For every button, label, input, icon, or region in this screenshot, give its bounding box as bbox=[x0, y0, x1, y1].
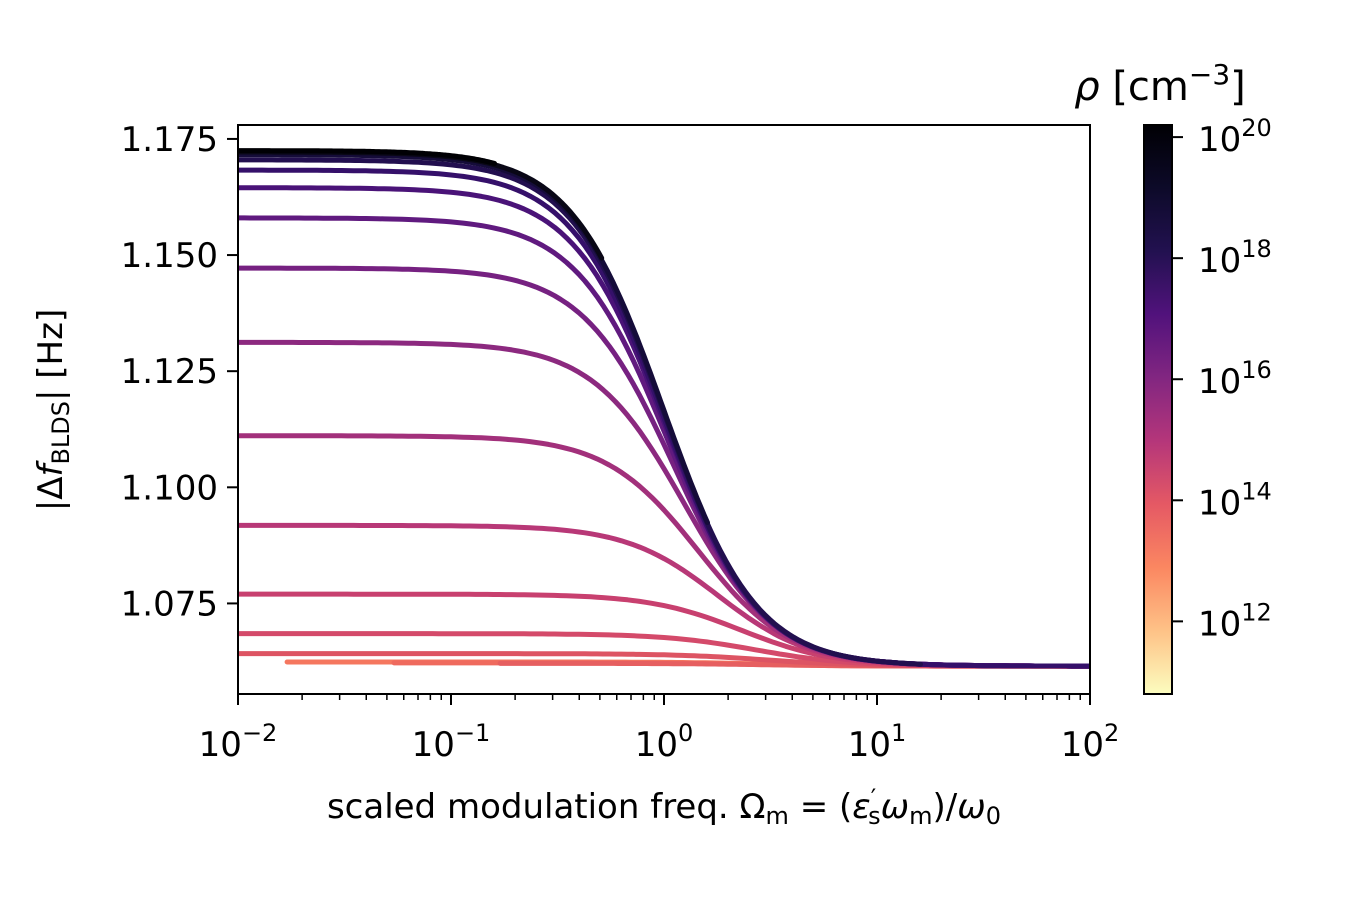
x-tick-label: 10−1 bbox=[412, 719, 491, 765]
y-tick-label: 1.150 bbox=[121, 236, 218, 276]
colorbar-tick-label: 1014 bbox=[1198, 477, 1272, 523]
y-tick-label: 1.175 bbox=[121, 120, 218, 160]
series-line bbox=[238, 157, 923, 667]
x-axis: 10−2 10−1 100 101 102 bbox=[199, 694, 1120, 765]
colorbar-label: ρ [cm−3] bbox=[1074, 58, 1246, 110]
x-axis-label: scaled modulation freq. Ωm = (ε′ sωm)/ω0 bbox=[327, 784, 1001, 830]
y-tick-label: 1.075 bbox=[121, 584, 218, 624]
x-tick-label: 100 bbox=[635, 719, 694, 765]
colorbar bbox=[1143, 124, 1173, 695]
series-line bbox=[238, 148, 497, 166]
y-axis: 1.075 1.100 1.125 1.150 1.175 bbox=[121, 120, 238, 624]
y-tick-label: 1.100 bbox=[121, 468, 218, 508]
series-line bbox=[238, 339, 1090, 669]
y-tick-label: 1.125 bbox=[121, 352, 218, 392]
x-tick-label: 10−2 bbox=[199, 719, 278, 765]
x-tick-label: 101 bbox=[848, 719, 907, 765]
x-tick-label: 102 bbox=[1061, 719, 1120, 765]
colorbar-axis: 1012 1014 1016 1018 1020 bbox=[1172, 114, 1272, 644]
y-axis-label: |ΔfBLDS| [Hz] bbox=[31, 309, 75, 511]
colorbar-tick-label: 1020 bbox=[1198, 114, 1272, 160]
series-line bbox=[238, 152, 710, 525]
series-layer bbox=[238, 148, 1090, 669]
colorbar-tick-label: 1018 bbox=[1198, 235, 1272, 281]
colorbar-tick-label: 1016 bbox=[1198, 356, 1272, 402]
colorbar-tick-label: 1012 bbox=[1198, 598, 1272, 644]
